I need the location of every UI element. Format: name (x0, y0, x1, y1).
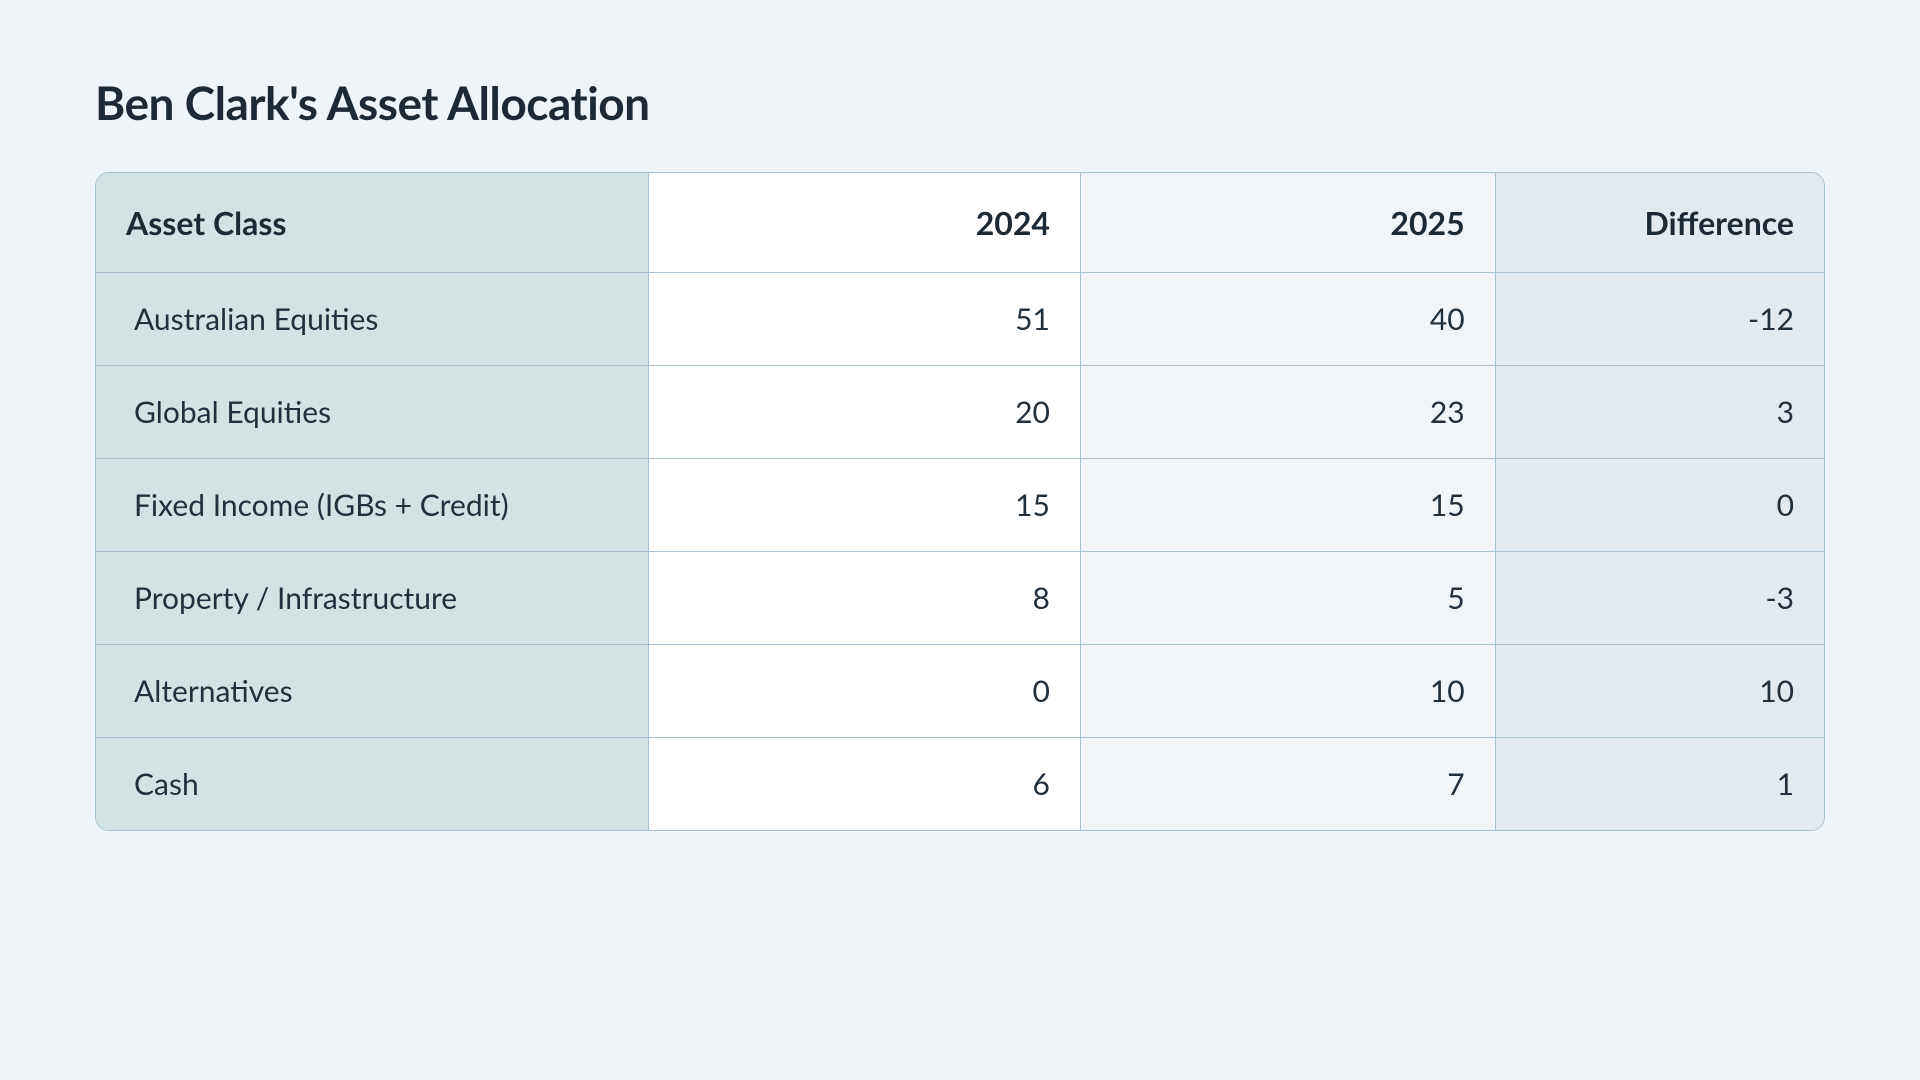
col-header-difference: Difference (1496, 173, 1824, 273)
table-row: Australian Equities 51 40 -12 (96, 273, 1824, 366)
table-row: Property / Infrastructure 8 5 -3 (96, 552, 1824, 645)
cell-2024: 8 (649, 552, 1081, 645)
cell-asset-class: Global Equities (96, 366, 649, 459)
cell-difference: 3 (1496, 366, 1824, 459)
cell-2025: 40 (1081, 273, 1496, 366)
cell-2025: 23 (1081, 366, 1496, 459)
cell-asset-class: Alternatives (96, 645, 649, 738)
cell-2025: 10 (1081, 645, 1496, 738)
cell-difference: -12 (1496, 273, 1824, 366)
cell-2024: 6 (649, 738, 1081, 830)
table-row: Fixed Income (IGBs + Credit) 15 15 0 (96, 459, 1824, 552)
cell-2025: 7 (1081, 738, 1496, 830)
col-header-2024: 2024 (649, 173, 1081, 273)
col-header-2025: 2025 (1081, 173, 1496, 273)
allocation-table: Asset Class 2024 2025 Difference Austral… (95, 172, 1825, 831)
table-row: Global Equities 20 23 3 (96, 366, 1824, 459)
page-title: Ben Clark's Asset Allocation (95, 75, 1825, 130)
table-header-row: Asset Class 2024 2025 Difference (96, 173, 1824, 273)
cell-2025: 5 (1081, 552, 1496, 645)
table-row: Alternatives 0 10 10 (96, 645, 1824, 738)
cell-difference: -3 (1496, 552, 1824, 645)
cell-2024: 20 (649, 366, 1081, 459)
cell-asset-class: Property / Infrastructure (96, 552, 649, 645)
cell-difference: 1 (1496, 738, 1824, 830)
cell-asset-class: Fixed Income (IGBs + Credit) (96, 459, 649, 552)
cell-asset-class: Cash (96, 738, 649, 830)
cell-difference: 10 (1496, 645, 1824, 738)
col-header-asset-class: Asset Class (96, 173, 649, 273)
cell-2024: 51 (649, 273, 1081, 366)
cell-2024: 15 (649, 459, 1081, 552)
cell-2025: 15 (1081, 459, 1496, 552)
cell-difference: 0 (1496, 459, 1824, 552)
cell-asset-class: Australian Equities (96, 273, 649, 366)
cell-2024: 0 (649, 645, 1081, 738)
table-row: Cash 6 7 1 (96, 738, 1824, 830)
